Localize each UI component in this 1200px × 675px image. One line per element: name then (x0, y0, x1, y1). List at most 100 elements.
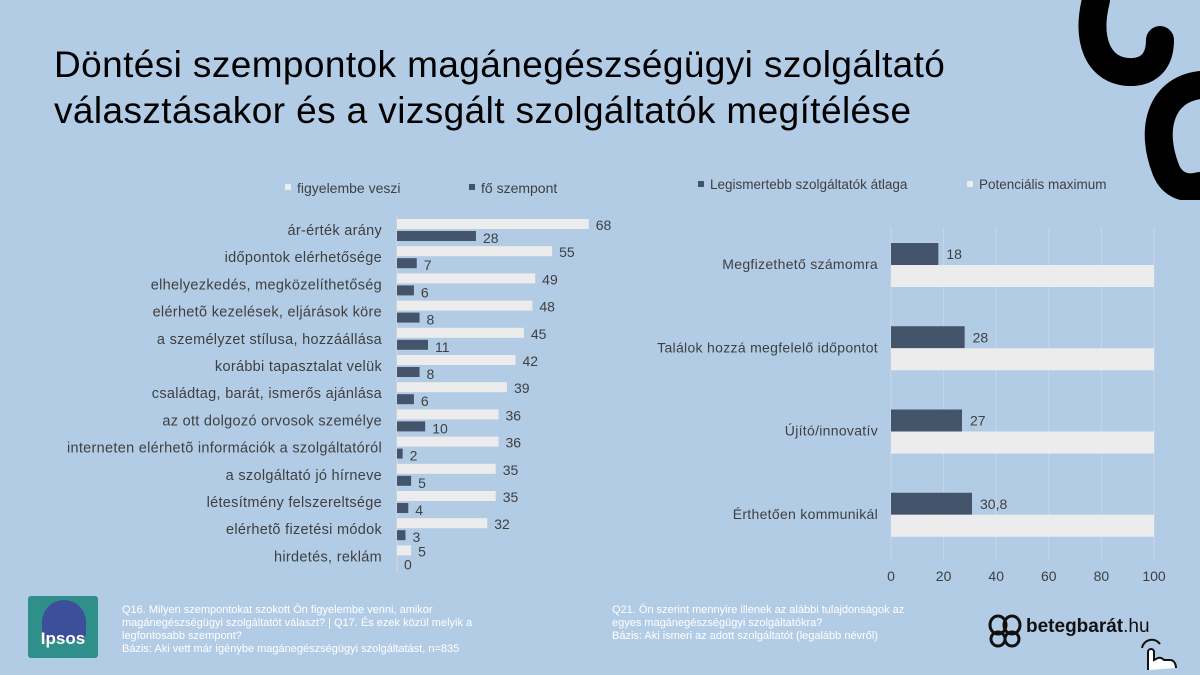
data-label: 10 (432, 420, 448, 436)
tick-label: 60 (1041, 568, 1057, 584)
title-line-2: választásakor és a vizsgált szolgáltatók… (54, 90, 912, 131)
bar-figyelembe (397, 273, 536, 284)
bar-figyelembe (397, 219, 589, 229)
category-label: elhelyezkedés, megközelíthetőség (151, 277, 382, 293)
data-label: 55 (559, 244, 575, 260)
betegbarat-logo: betegbarát.hu (988, 610, 1188, 670)
data-label: 8 (427, 312, 435, 328)
data-label: 68 (596, 217, 612, 233)
bar-fo-szempont (397, 285, 414, 296)
bar-figyelembe (397, 518, 488, 529)
category-label: ár-érték arány (288, 223, 383, 239)
data-label: 28 (973, 329, 989, 345)
data-label: 7 (424, 257, 432, 273)
data-label: 30,8 (980, 496, 1007, 512)
bar-maximum (891, 431, 1154, 454)
bar-maximum (891, 265, 1154, 287)
tick-label: 80 (1094, 568, 1110, 584)
bar-fo-szempont (397, 503, 409, 513)
title-line-1: Döntési szempontok magánegészségügyi szo… (54, 44, 946, 85)
legend-swatch-light (285, 184, 291, 190)
bar-figyelembe (397, 327, 524, 338)
footnote-line: magánegészségügyi szolgáltatót választ? … (122, 617, 473, 629)
category-label: elérhetõ kezelések, eljárások köre (153, 305, 382, 321)
bar-fo-szempont (397, 258, 417, 269)
legend-swatch-dark (698, 181, 704, 187)
legend-swatch-dark (469, 184, 475, 190)
tick-label: 100 (1142, 568, 1166, 584)
bar-fo-szempont (397, 339, 429, 350)
category-label: családtag, barát, ismerős ajánlása (152, 386, 383, 402)
bar-figyelembe (397, 382, 507, 393)
data-label: 6 (421, 284, 429, 300)
category-label: hirdetés, reklám (274, 549, 382, 565)
category-label: korábbi tapasztalat velük (215, 359, 383, 375)
bar-figyelembe (397, 463, 496, 474)
bar-atlag (891, 409, 963, 432)
category-label: Találok hozzá megfelelő időpontot (657, 339, 878, 355)
data-label: 45 (531, 326, 547, 342)
data-label: 35 (503, 462, 519, 478)
data-label: 11 (435, 339, 450, 355)
bar-maximum (891, 514, 1154, 537)
category-label: az ott dolgozó orvosok személye (162, 413, 382, 429)
bar-fo-szempont (397, 231, 476, 241)
bar-maximum (891, 348, 1154, 371)
category-label: Megfizethető számomra (722, 256, 878, 272)
footnote-line: Bázis: Aki ismeri az adott szolgáltatót … (612, 630, 878, 642)
bar-atlag (891, 492, 973, 515)
legend-label: figyelembe veszi (297, 180, 401, 196)
data-label: 8 (427, 366, 435, 382)
footnote-right: Q21. Ön szerint mennyire illenek az aláb… (612, 604, 992, 643)
butterfly-icon (988, 614, 1022, 648)
data-label: 5 (418, 475, 426, 491)
data-label: 2 (410, 448, 418, 464)
legend-label: fő szempont (481, 180, 557, 196)
bar-figyelembe (397, 300, 533, 311)
data-label: 5 (418, 543, 426, 559)
data-label: 49 (542, 271, 558, 287)
bar-figyelembe (397, 409, 499, 420)
bar-fo-szempont (397, 312, 420, 323)
right-legend: Legismertebb szolgáltatók átlaga Potenciá… (698, 177, 1107, 192)
bar-atlag (891, 326, 965, 349)
data-label: 0 (404, 556, 412, 572)
legend-swatch-light (967, 181, 973, 187)
data-label: 18 (946, 246, 962, 262)
bar-figyelembe (397, 355, 516, 365)
data-label: 36 (506, 435, 522, 451)
category-label: elérhetõ fizetési módok (226, 522, 382, 538)
data-label: 6 (421, 393, 429, 409)
legend-label: Potenciális maximum (979, 177, 1107, 192)
data-label: 32 (494, 516, 510, 532)
footnote-line: Bázis: Aki vett már igénybe magánegészsé… (122, 643, 460, 655)
legend-label: Legismertebb szolgáltatók átlaga (710, 177, 908, 192)
data-label: 3 (412, 529, 420, 545)
data-label: 27 (970, 413, 986, 429)
footnote-line: Q16. Milyen szempontokat szokott Ön figy… (122, 604, 433, 616)
hand-cursor-icon (1141, 638, 1177, 670)
data-label: 28 (483, 230, 499, 246)
tick-label: 0 (887, 568, 895, 584)
category-label: a szolgáltató jó hírneve (226, 468, 382, 484)
bar-figyelembe (397, 246, 553, 257)
category-label: interneten elérhetõ információk a szolgá… (67, 441, 382, 457)
bar-figyelembe (397, 436, 499, 447)
bar-fo-szempont (397, 448, 403, 459)
page-title: Döntési szempontok magánegészségügyi szo… (54, 42, 994, 134)
brand-name: betegbarát (1026, 616, 1124, 637)
bar-fo-szempont (397, 475, 412, 486)
footnote-line: egyes magánegészségügyi szolgáltatókra? (612, 617, 823, 629)
brand-suffix: .hu (1123, 616, 1150, 637)
ipsos-logo-text: Ipsos (40, 629, 86, 648)
category-label: létesítmény felszereltsége (207, 495, 382, 511)
bar-fo-szempont (397, 394, 414, 405)
data-label: 39 (514, 380, 530, 396)
category-label: időpontok elérhetősége (225, 250, 382, 266)
data-label: 35 (503, 489, 519, 505)
ipsos-logo: Ipsos (28, 596, 98, 658)
bar-figyelembe (397, 545, 412, 556)
left-legend: figyelembe veszi fő szempont (285, 180, 557, 196)
